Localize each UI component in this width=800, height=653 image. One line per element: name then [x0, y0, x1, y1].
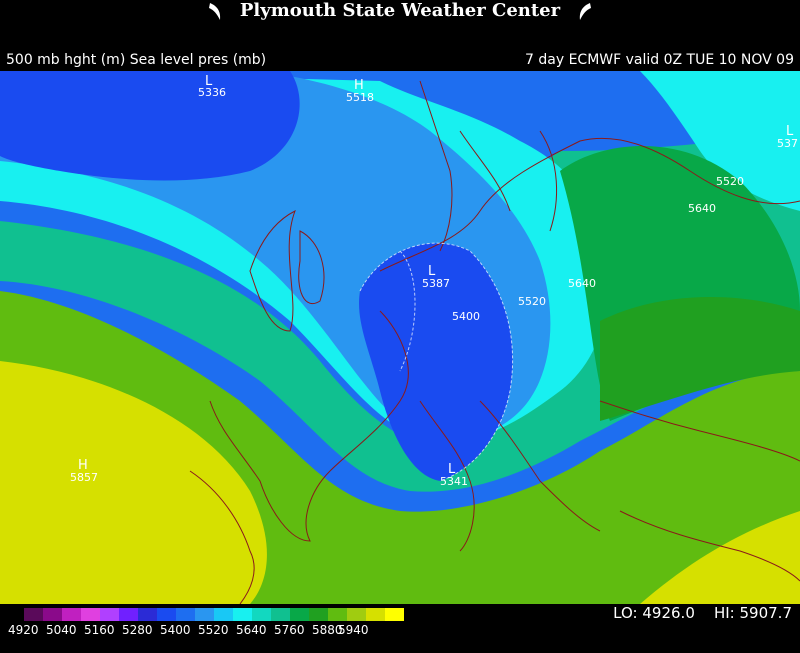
legend-tick-label: 5640: [236, 623, 267, 637]
low-center-5387-core: [359, 243, 513, 481]
legend-swatch: [214, 608, 233, 621]
legend-swatch: [309, 608, 328, 621]
legend-tick-label: 5040: [46, 623, 77, 637]
light-green-east: [600, 297, 800, 421]
legend-swatch: [119, 608, 138, 621]
legend-swatch: [157, 608, 176, 621]
pressure-symbol: H: [78, 458, 88, 473]
page-title: Plymouth State Weather Center: [239, 0, 561, 21]
legend-swatch: [24, 608, 43, 621]
legend-swatch: [328, 608, 347, 621]
pressure-value: 5518: [346, 91, 374, 104]
lo-label: LO:: [613, 604, 638, 622]
pressure-value: 5387: [422, 277, 450, 290]
swirl-logo-icon: [208, 3, 220, 20]
contour-label: 5640: [688, 202, 716, 215]
swirl-logo-icon: [580, 3, 592, 20]
legend-swatch: [195, 608, 214, 621]
contour-lines: [359, 242, 514, 482]
contour-label: 5520: [518, 295, 546, 308]
legend-tick-label: 5400: [160, 623, 191, 637]
legend-tick-label: 5280: [122, 623, 153, 637]
hi-value: 5907.7: [739, 604, 793, 622]
contour-label: 5640: [568, 277, 596, 290]
pressure-symbol: L: [205, 74, 213, 89]
variable-label: 500 mb hght (m) Sea level pres (mb): [6, 52, 267, 68]
contour-band-5880: [0, 361, 267, 604]
hi-label: HI:: [713, 604, 735, 622]
legend-swatch: [81, 608, 100, 621]
legend-swatch: [233, 608, 252, 621]
legend-swatches: [24, 608, 404, 621]
contour-band-5280-dark: [0, 71, 300, 181]
legend-swatch: [271, 608, 290, 621]
valid-time-label: 7 day ECMWF valid 0Z TUE 10 NOV 09: [525, 52, 794, 68]
legend-swatch: [252, 608, 271, 621]
lo-hi-readout: LO: 4926.0 HI: 5907.7: [613, 604, 792, 622]
contour-label: 5400: [452, 310, 480, 323]
legend-swatch: [290, 608, 309, 621]
teal-band-ne: [640, 71, 800, 211]
contour-band-5880-se: [640, 511, 800, 604]
coastlines: [189, 80, 800, 604]
legend-tick-label: 5880: [312, 623, 343, 637]
legend-tick-label: 5520: [198, 623, 229, 637]
legend-swatch: [347, 608, 366, 621]
legend-tick-label: 5160: [84, 623, 115, 637]
legend-swatch: [138, 608, 157, 621]
legend-swatch: [176, 608, 195, 621]
title-bar: Plymouth State Weather Center: [0, 0, 800, 26]
legend-tick-label: 5760: [274, 623, 305, 637]
pressure-value: 5857: [70, 471, 98, 484]
pressure-symbol: L: [448, 462, 456, 477]
contour-label: 5520: [716, 175, 744, 188]
pressure-symbol: L: [428, 264, 436, 279]
legend-swatch: [100, 608, 119, 621]
pressure-value: 5336: [198, 86, 226, 99]
legend-tick-label: 5940: [338, 623, 369, 637]
legend-swatch: [62, 608, 81, 621]
pressure-symbol: L: [786, 124, 794, 139]
legend-swatch: [366, 608, 385, 621]
legend-swatch: [43, 608, 62, 621]
pressure-symbol: H: [354, 78, 364, 93]
pressure-value: 5341: [440, 475, 468, 488]
legend-tick-label: 4920: [8, 623, 39, 637]
pressure-value: 537: [777, 137, 798, 150]
legend-swatch: [385, 608, 404, 621]
weather-map: L 5336 H 5518 L 5387 L 5341 H 5857 L 537…: [0, 71, 800, 604]
lo-value: 4926.0: [642, 604, 695, 622]
